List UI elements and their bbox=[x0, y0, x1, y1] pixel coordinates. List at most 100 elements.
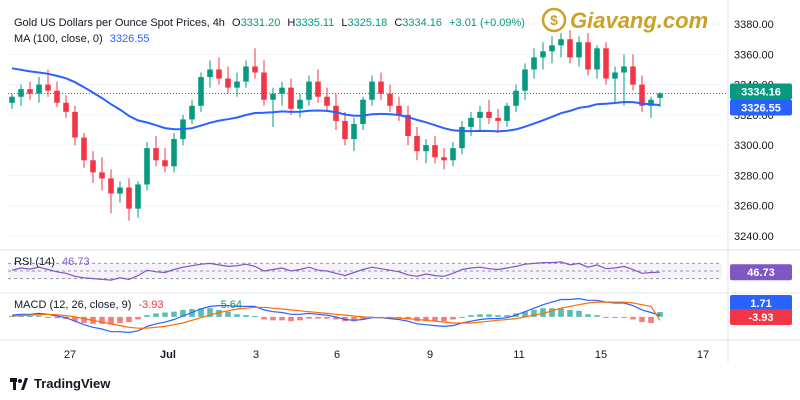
macd-histogram-bar bbox=[567, 309, 573, 317]
ma-price-label: 3326.55 bbox=[741, 102, 781, 114]
rsi-value-label-bg bbox=[730, 264, 792, 281]
close-label: C bbox=[394, 17, 403, 29]
rsi-label: RSI (14) bbox=[14, 256, 55, 268]
low-value: 3325.18 bbox=[347, 17, 388, 29]
time-tick-label: 6 bbox=[334, 349, 340, 361]
candle-body bbox=[243, 66, 249, 82]
macd-value-label-bg bbox=[730, 295, 792, 311]
candle-body bbox=[387, 93, 393, 106]
candle-body bbox=[288, 87, 294, 109]
time-tick-label: 17 bbox=[697, 349, 709, 361]
candle-body bbox=[369, 81, 375, 100]
candle-body bbox=[324, 96, 330, 106]
candle-body bbox=[306, 81, 312, 100]
macd-histogram-bar bbox=[162, 312, 168, 317]
candle-body bbox=[153, 148, 159, 161]
candle-body bbox=[72, 111, 78, 138]
macd-histogram-bar bbox=[45, 316, 51, 318]
candle-body bbox=[171, 139, 177, 167]
candle-body bbox=[630, 66, 636, 85]
open-label: O bbox=[232, 17, 241, 29]
candle-body bbox=[477, 111, 483, 118]
hist-header-value: 5.64 bbox=[220, 299, 242, 311]
price-tick-label: 3380.00 bbox=[734, 19, 774, 31]
candle-body bbox=[18, 89, 24, 97]
macd-histogram-bar bbox=[630, 316, 636, 320]
macd-histogram-bar bbox=[594, 315, 600, 317]
candle-body bbox=[486, 111, 492, 118]
rsi-pane: 46.73 bbox=[8, 261, 792, 281]
macd-histogram-bar bbox=[135, 316, 141, 320]
macd-histogram-bar bbox=[243, 315, 249, 317]
candle-body bbox=[621, 66, 627, 73]
macd-header: MACD (12, 26, close, 9) -3.93 5.64 bbox=[14, 299, 246, 311]
rsi-value: 46.73 bbox=[62, 256, 90, 268]
macd-histogram-bar bbox=[639, 316, 645, 323]
macd-histogram-bar bbox=[36, 315, 42, 317]
macd-histogram-bar bbox=[360, 316, 366, 320]
macd-histogram-bar bbox=[54, 316, 60, 319]
candle-body bbox=[162, 160, 168, 167]
candle-body bbox=[468, 117, 474, 127]
macd-histogram-bar bbox=[81, 316, 87, 323]
macd-histogram-bar bbox=[225, 311, 231, 317]
macd-histogram-bar bbox=[612, 316, 618, 318]
macd-histogram-bar bbox=[576, 310, 582, 317]
candle-body bbox=[513, 90, 519, 106]
candle-body bbox=[126, 187, 132, 209]
candle-body bbox=[423, 145, 429, 152]
macd-histogram-bar bbox=[549, 308, 555, 317]
time-tick-label: 11 bbox=[513, 349, 524, 361]
macd-histogram-bar bbox=[540, 308, 546, 317]
macd-histogram-bar bbox=[477, 314, 483, 317]
macd-histogram-bar bbox=[324, 316, 330, 319]
candle-body bbox=[135, 184, 141, 209]
giavang-logo: $ Giavang.com bbox=[540, 6, 740, 39]
price-tick-label: 3280.00 bbox=[734, 170, 774, 182]
candle-body bbox=[657, 93, 663, 98]
candle-body bbox=[405, 114, 411, 137]
macd-histogram-bar bbox=[207, 308, 213, 317]
time-tick-label: 3 bbox=[253, 349, 259, 361]
candle-body bbox=[36, 84, 42, 94]
rsi-value-label: 46.73 bbox=[747, 267, 775, 279]
macd-histogram-bar bbox=[558, 308, 564, 317]
candle-body bbox=[63, 102, 69, 112]
candle-body bbox=[90, 160, 96, 173]
ma-line bbox=[11, 67, 661, 133]
time-tick-label: 27 bbox=[64, 349, 76, 361]
rsi-header: RSI (14) 46.73 bbox=[14, 256, 94, 268]
macd-histogram-bar bbox=[423, 316, 429, 322]
macd-histogram-bar bbox=[72, 316, 78, 322]
candle-body bbox=[342, 120, 348, 140]
ma-price-label-bg bbox=[730, 99, 792, 116]
close-value: 3334.16 bbox=[402, 17, 443, 29]
price-tick-label: 3300.00 bbox=[734, 140, 774, 152]
macd-histogram-bar bbox=[468, 315, 474, 317]
macd-header-value: -3.93 bbox=[138, 299, 164, 311]
macd-histogram-bar bbox=[288, 316, 294, 322]
candle-body bbox=[432, 145, 438, 158]
change-value: +3.01 (+0.09%) bbox=[449, 17, 525, 29]
macd-label: MACD (12, 26, close, 9) bbox=[14, 299, 132, 311]
tradingview-logo-icon bbox=[10, 377, 28, 390]
last-price-label-bg bbox=[730, 83, 792, 100]
candlestick-series bbox=[9, 30, 663, 221]
brand-name: TradingView bbox=[34, 376, 111, 391]
macd-histogram-bar bbox=[333, 316, 339, 320]
macd-value-label: 1.71 bbox=[750, 298, 771, 310]
macd-histogram-bar bbox=[504, 315, 510, 317]
svg-text:$: $ bbox=[550, 12, 558, 28]
macd-histogram-bar bbox=[261, 316, 267, 320]
candle-body bbox=[558, 39, 564, 46]
macd-histogram-bar bbox=[117, 316, 123, 323]
tradingview-brand[interactable]: TradingView bbox=[10, 376, 110, 391]
candle-body bbox=[639, 84, 645, 106]
candle-body bbox=[612, 72, 618, 79]
high-value: 3335.11 bbox=[295, 17, 335, 29]
candle-body bbox=[216, 69, 222, 79]
macd-histogram-bar bbox=[171, 311, 177, 317]
candle-body bbox=[207, 69, 213, 78]
candle-body bbox=[9, 96, 15, 103]
